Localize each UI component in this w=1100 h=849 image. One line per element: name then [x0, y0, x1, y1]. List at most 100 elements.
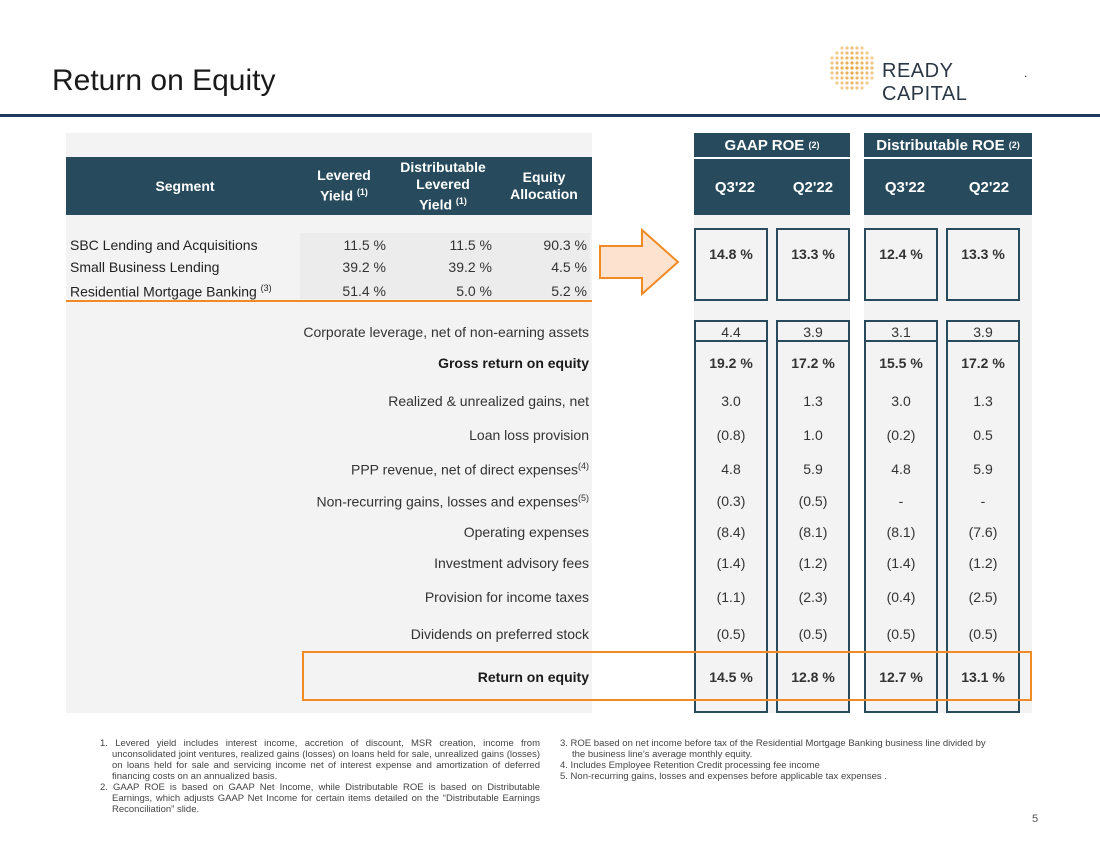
bridge-value: (2.3) — [798, 589, 828, 605]
segment-values-bg — [300, 233, 590, 299]
bridge-value: 3.1 — [891, 324, 911, 340]
segment-roe-value: 13.3 % — [961, 246, 1005, 262]
bridge-label: Corporate leverage, net of non-earning a… — [303, 324, 589, 340]
bridge-value: (0.5) — [716, 626, 746, 642]
total-value: 14.5 % — [709, 669, 753, 685]
levered-yield-value: 11.5 % — [343, 237, 386, 253]
bridge-value: (1.4) — [716, 555, 746, 571]
distributable-yield-value: 11.5 % — [449, 237, 492, 253]
footnote: 3. ROE based on net income before tax of… — [560, 738, 986, 760]
footnote: 2. GAAP ROE is based on GAAP Net Income,… — [100, 782, 540, 815]
segment-name: SBC Lending and Acquisitions — [70, 237, 258, 253]
logo-text: READY CAPITAL — [882, 60, 968, 105]
bridge-value: (1.2) — [968, 555, 998, 571]
bridge-label: Dividends on preferred stock — [410, 626, 589, 642]
header-period: Q3'22 — [864, 159, 946, 215]
bridge-value: 5.9 — [803, 461, 823, 477]
bridge-label: Investment advisory fees — [434, 555, 589, 571]
footnote: 5. Non-recurring gains, losses and expen… — [560, 771, 887, 782]
bridge-label: Non-recurring gains, losses and expenses… — [316, 493, 589, 510]
segment-roe-value: 14.8 % — [709, 246, 753, 262]
bridge-label: Gross return on equity — [438, 355, 589, 371]
header-period: Q2'22 — [776, 159, 850, 215]
gap-mid — [850, 133, 864, 713]
equity-allocation-value: 4.5 % — [551, 259, 587, 275]
bridge-value: (0.4) — [886, 589, 916, 605]
bridge-label: Operating expenses — [463, 524, 589, 540]
bridge-value: 1.3 — [973, 393, 993, 409]
bridge-value: (0.5) — [886, 626, 916, 642]
bridge-value: (0.8) — [716, 427, 746, 443]
column-box — [864, 340, 938, 713]
bridge-value: (0.5) — [798, 493, 828, 509]
total-value: 12.8 % — [791, 669, 835, 685]
footnote: 1. Levered yield includes interest incom… — [100, 738, 540, 782]
bridge-value: 1.3 — [803, 393, 823, 409]
bridge-value: (0.3) — [716, 493, 746, 509]
total-value: 13.1 % — [961, 669, 1005, 685]
segment-name: Small Business Lending — [70, 259, 220, 275]
footnotes-left: 1. Levered yield includes interest incom… — [100, 738, 540, 815]
segment-name: Residential Mortgage Banking (3) — [70, 283, 272, 300]
header-gaap-roe: GAAP ROE (2) — [694, 133, 850, 159]
logo-mark-icon — [830, 46, 874, 90]
footnote: 4. Includes Employee Retention Credit pr… — [560, 760, 820, 771]
bridge-value: 3.0 — [891, 393, 911, 409]
bridge-label: PPP revenue, net of direct expenses(4) — [351, 461, 589, 478]
distributable-yield-value: 5.0 % — [456, 283, 492, 299]
distributable-yield-value: 39.2 % — [448, 259, 492, 275]
segment-roe-box — [694, 228, 768, 301]
segment-roe-box — [864, 228, 938, 301]
logo-suffix: . — [1024, 66, 1028, 80]
title-divider — [0, 114, 1100, 117]
column-box — [776, 340, 850, 713]
header-distributable-levered-yield: Distributable Levered Yield (1) — [388, 157, 498, 215]
bridge-label: Provision for income taxes — [424, 589, 589, 605]
bridge-value: 5.9 — [973, 461, 993, 477]
bridge-value: (1.4) — [886, 555, 916, 571]
segment-header-spacer — [66, 133, 592, 157]
bridge-value: (2.5) — [968, 589, 998, 605]
segment-roe-box — [946, 228, 1020, 301]
bridge-value: 3.9 — [803, 324, 823, 340]
arrow-right-icon — [599, 228, 680, 296]
total-label: Return on equity — [477, 669, 589, 685]
gap-left — [592, 133, 694, 713]
bridge-value: 3.0 — [721, 393, 741, 409]
footnotes-right: 3. ROE based on net income before tax of… — [560, 738, 1000, 782]
bridge-value: (1.2) — [798, 555, 828, 571]
bridge-value: (0.5) — [968, 626, 998, 642]
bridge-value: 17.2 % — [961, 355, 1005, 371]
bridge-value: (8.1) — [798, 524, 828, 540]
logo: READY CAPITAL . — [828, 44, 1038, 105]
total-value: 12.7 % — [879, 669, 923, 685]
bridge-value: 17.2 % — [791, 355, 835, 371]
page-number: 5 — [1032, 813, 1039, 825]
levered-yield-value: 39.2 % — [342, 259, 386, 275]
bridge-value: (1.1) — [716, 589, 746, 605]
header-segment: Segment — [70, 157, 300, 215]
bridge-value: (0.2) — [886, 427, 916, 443]
bridge-value: (0.5) — [798, 626, 828, 642]
bridge-value: 1.0 — [803, 427, 823, 443]
total-row-highlight — [302, 651, 1032, 701]
segment-roe-value: 13.3 % — [791, 246, 835, 262]
bridge-value: 3.9 — [973, 324, 993, 340]
bridge-value: 4.8 — [891, 461, 911, 477]
bridge-value: 15.5 % — [879, 355, 923, 371]
bridge-value: 0.5 — [973, 427, 993, 443]
header-distributable-roe: Distributable ROE (2) — [864, 133, 1032, 159]
equity-allocation-value: 90.3 % — [543, 237, 587, 253]
header-period: Q3'22 — [694, 159, 776, 215]
bridge-value: (8.1) — [886, 524, 916, 540]
header-levered-yield: Levered Yield (1) — [300, 157, 388, 215]
bridge-value: - — [898, 493, 904, 509]
segment-underline — [66, 300, 592, 302]
bridge-value: - — [980, 493, 986, 509]
levered-yield-value: 51.4 % — [342, 283, 386, 299]
bridge-label: Loan loss provision — [469, 427, 589, 443]
segment-roe-value: 12.4 % — [879, 246, 923, 262]
bridge-value: (8.4) — [716, 524, 746, 540]
column-box — [694, 340, 768, 713]
bridge-label: Realized & unrealized gains, net — [388, 393, 589, 409]
